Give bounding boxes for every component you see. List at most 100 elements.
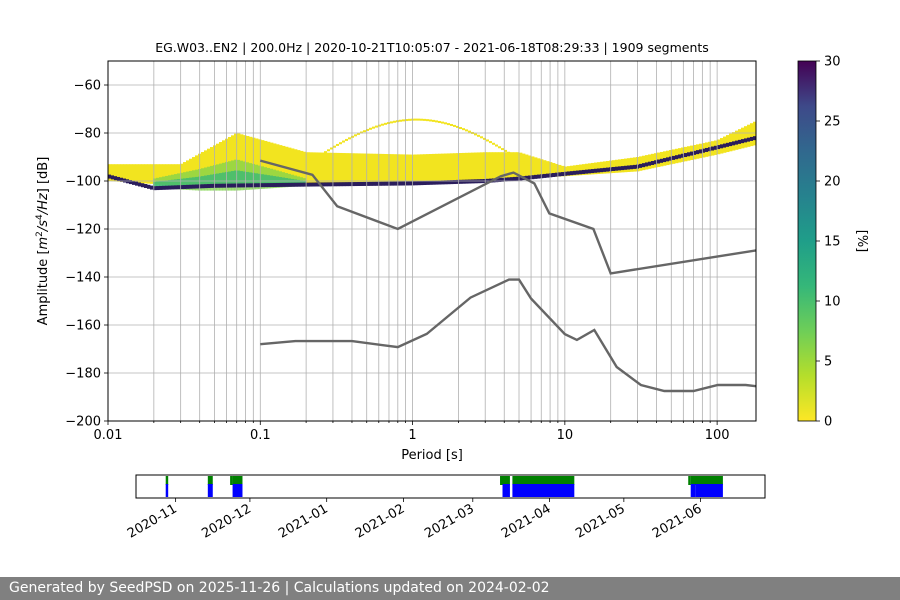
density-outlier-cell <box>489 141 492 144</box>
density-outlier-cell <box>327 149 330 152</box>
density-outlier-cell <box>369 127 372 130</box>
density-mode-cell <box>321 182 325 187</box>
availability-available-segment <box>502 476 510 485</box>
density-mode-cell <box>738 139 742 144</box>
density-low-cell <box>483 152 487 182</box>
density-mode-cell <box>366 181 370 186</box>
density-mode-cell <box>189 184 193 189</box>
density-low-cell <box>504 152 508 180</box>
density-outlier-cell <box>528 165 531 168</box>
density-mode-cell <box>357 182 361 187</box>
density-mode-cell <box>399 181 403 186</box>
density-low-cell <box>600 161 604 174</box>
density-mode-cell <box>222 183 226 188</box>
density-mode-cell <box>747 137 751 142</box>
density-low-cell <box>576 164 580 176</box>
density-high-cell <box>177 179 181 187</box>
density-low-cell <box>417 154 421 184</box>
density-low-cell <box>360 153 364 184</box>
density-mode-cell <box>582 169 586 174</box>
density-outlier-cell <box>426 119 429 122</box>
density-low-cell <box>372 153 376 184</box>
density-low-cell <box>336 152 340 184</box>
density-high-cell <box>276 176 280 185</box>
density-mode-cell <box>696 150 700 155</box>
density-outlier-cell <box>435 120 438 123</box>
density-mode-cell <box>471 179 475 184</box>
density-mode-cell <box>234 183 238 188</box>
density-mode-cell <box>534 174 538 179</box>
y-tick-label: −180 <box>65 367 101 382</box>
density-mode-cell <box>600 168 604 173</box>
density-mode-cell <box>312 182 316 187</box>
density-mode-cell <box>171 185 175 190</box>
density-mode-cell <box>360 181 364 186</box>
density-mode-cell <box>369 181 373 186</box>
density-mode-cell <box>438 180 442 185</box>
density-low-cell <box>507 152 511 180</box>
density-mode-cell <box>258 183 262 188</box>
density-mode-cell <box>750 136 754 141</box>
availability-tick-label: 2021-02 <box>353 501 408 541</box>
density-mode-cell <box>315 182 319 187</box>
density-high-cell <box>186 177 190 187</box>
density-low-cell <box>543 160 547 178</box>
density-mode-cell <box>201 184 205 189</box>
density-mode-cell <box>705 147 709 152</box>
density-outlier-cell <box>378 124 381 127</box>
density-mode-cell <box>501 177 505 182</box>
density-high-cell <box>291 178 295 185</box>
density-mode-cell <box>123 178 127 183</box>
density-mode-cell <box>435 180 439 185</box>
density-low-cell <box>471 152 475 182</box>
density-low-cell <box>579 164 583 176</box>
density-low-cell <box>591 162 595 175</box>
density-low-cell <box>618 159 622 173</box>
density-low-cell <box>453 153 457 183</box>
density-outlier-cell <box>312 158 315 161</box>
density-low-cell <box>120 164 124 182</box>
density-mode-cell <box>351 182 355 187</box>
density-high-cell <box>228 171 232 185</box>
density-low-cell <box>501 152 505 180</box>
density-mode-cell <box>684 153 688 158</box>
density-low-cell <box>513 152 517 179</box>
density-mode-cell <box>699 149 703 154</box>
density-outlier-cell <box>375 125 378 128</box>
colorbar-tick-label: 25 <box>824 115 841 130</box>
density-low-cell <box>441 153 445 183</box>
density-mode-cell <box>324 182 328 187</box>
density-low-cell <box>165 164 169 185</box>
availability-available-segment <box>207 476 213 485</box>
density-mode-cell <box>336 182 340 187</box>
density-outlier-cell <box>441 121 444 124</box>
density-mode-cell <box>108 174 112 179</box>
density-low-cell <box>465 152 469 182</box>
density-mode-cell <box>675 155 679 160</box>
availability-tick-label: 2021-01 <box>276 501 331 541</box>
density-mode-cell <box>231 183 235 188</box>
density-low-cell <box>327 152 331 184</box>
colorbar-label: [%] <box>854 230 869 253</box>
density-low-cell <box>603 161 607 174</box>
density-low-cell <box>315 152 319 184</box>
availability-used-segment <box>207 484 213 497</box>
x-tick-label: 1 <box>408 428 416 443</box>
density-outlier-cell <box>372 126 375 129</box>
density-high-cell <box>300 180 304 185</box>
density-mode-cell <box>735 140 739 145</box>
density-mode-cell <box>375 181 379 186</box>
density-mode-cell <box>693 150 697 155</box>
density-outlier-cell <box>348 137 351 140</box>
y-axis-label: Amplitude [m2/s4/Hz] [dB] <box>35 157 51 326</box>
density-outlier-cell <box>303 164 306 167</box>
colorbar-tick-label: 0 <box>824 415 832 430</box>
density-mode-cell <box>135 181 139 186</box>
density-high-cell <box>297 179 301 185</box>
density-mode-cell <box>753 136 756 141</box>
density-mode-cell <box>687 152 691 157</box>
density-low-cell <box>279 145 283 185</box>
density-mode-cell <box>285 182 289 187</box>
y-tick-label: −100 <box>65 175 101 190</box>
density-low-cell <box>537 158 541 178</box>
